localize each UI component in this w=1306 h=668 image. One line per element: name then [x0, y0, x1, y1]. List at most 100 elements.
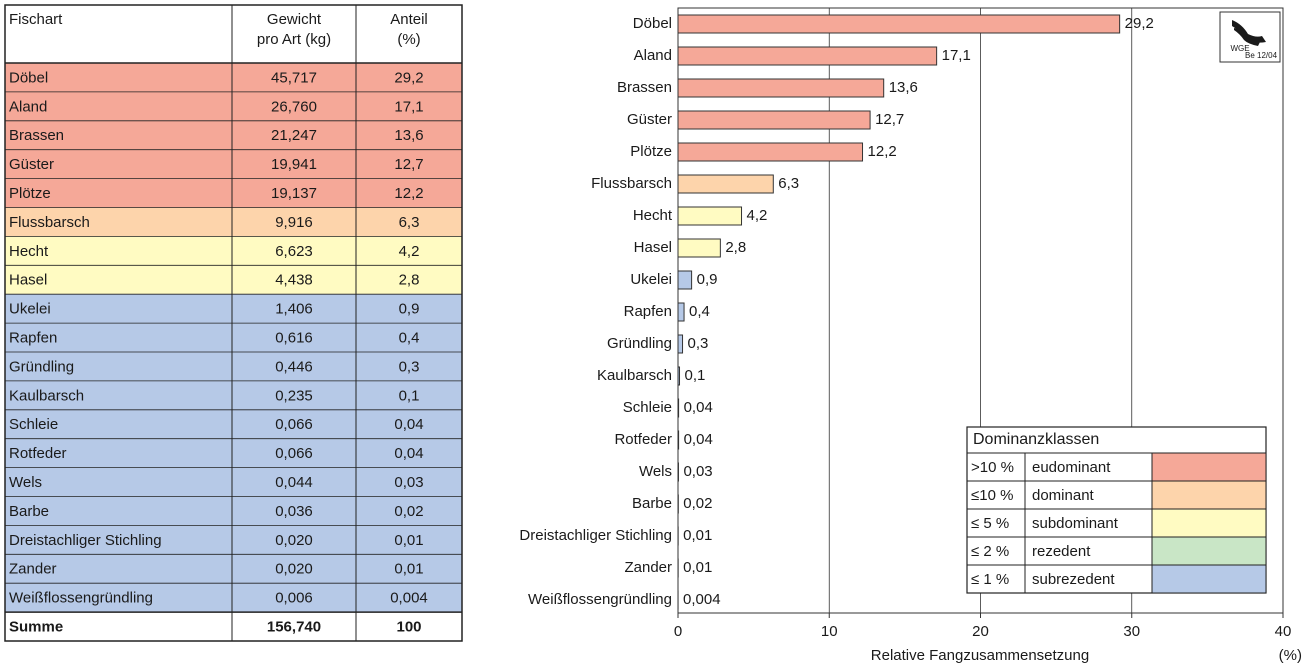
value-label: 0,3	[688, 335, 709, 352]
table-cell: 0,02	[394, 503, 423, 520]
bar	[677, 14, 1121, 34]
table-cell: Wels	[9, 474, 42, 491]
table-total: 156,740	[267, 619, 321, 636]
bar	[677, 430, 680, 450]
y-tick-label: Kaulbarsch	[597, 367, 672, 384]
table-cell: Aland	[9, 98, 47, 115]
bar	[677, 110, 871, 130]
table-header: Anteil	[390, 11, 428, 28]
table-row	[5, 467, 462, 497]
legend-name: eudominant	[1032, 459, 1111, 476]
table-total: 100	[396, 619, 421, 636]
bar	[677, 270, 693, 290]
table-row	[5, 380, 462, 410]
table-row	[5, 352, 462, 381]
value-label: 29,2	[1125, 15, 1154, 32]
bar	[677, 206, 743, 226]
table-cell: 45,717	[271, 69, 317, 86]
table-cell: 0,1	[399, 387, 420, 404]
value-label: 0,03	[683, 463, 712, 480]
value-label: 0,01	[683, 559, 712, 576]
value-label: 13,6	[889, 79, 918, 96]
logo: WGE Be 12/04	[1219, 11, 1281, 63]
value-label: 0,4	[689, 303, 710, 320]
y-tick-label: Dreistachliger Stichling	[519, 527, 672, 544]
table-cell: 0,9	[399, 301, 420, 318]
bar	[677, 366, 681, 386]
table-cell: 21,247	[271, 127, 317, 144]
table-row	[5, 63, 462, 92]
table-row	[5, 554, 462, 584]
legend-name: dominant	[1032, 487, 1095, 504]
table-cell: 0,446	[275, 358, 313, 375]
table-cell: Brassen	[9, 127, 64, 144]
x-tick-label: 30	[1123, 623, 1140, 640]
legend-range: ≤10 %	[971, 487, 1013, 504]
value-label: 0,04	[684, 399, 713, 416]
table-cell: Gründling	[9, 358, 74, 375]
table-row	[5, 409, 462, 439]
table-cell: Barbe	[9, 503, 49, 520]
table-cell: 0,01	[394, 561, 423, 578]
y-tick-label: Plötze	[630, 143, 672, 160]
table-cell: 26,760	[271, 98, 317, 115]
table-cell: Rapfen	[9, 330, 57, 347]
legend-swatch	[1151, 480, 1267, 510]
legend-range: ≤ 1 %	[971, 571, 1009, 588]
legend-swatch	[1151, 508, 1267, 538]
table-cell: 12,2	[394, 185, 423, 202]
table-cell: Güster	[9, 156, 54, 173]
table-row	[5, 583, 462, 613]
table-cell: 0,020	[275, 561, 313, 578]
table-cell: 0,01	[394, 532, 423, 549]
table-row	[5, 178, 462, 208]
legend-swatch	[1151, 536, 1267, 566]
table-cell: 6,623	[275, 243, 313, 260]
legend-range: ≤ 2 %	[971, 543, 1009, 560]
value-label: 12,7	[875, 111, 904, 128]
table-cell: 0,616	[275, 330, 313, 347]
table-cell: Flussbarsch	[9, 214, 90, 231]
table-row	[5, 496, 462, 526]
table-cell: 1,406	[275, 301, 313, 318]
bar	[677, 174, 774, 194]
value-label: 0,04	[684, 431, 713, 448]
legend-range: ≤ 5 %	[971, 515, 1009, 532]
y-tick-label: Barbe	[632, 495, 672, 512]
value-label: 6,3	[778, 175, 799, 192]
bar	[677, 78, 885, 98]
table-row	[5, 236, 462, 266]
table-row	[5, 294, 462, 324]
table-cell: 0,066	[275, 416, 313, 433]
y-tick-label: Wels	[639, 463, 672, 480]
x-axis-label: Relative Fangzusammensetzung	[871, 647, 1089, 664]
x-tick-label: 40	[1275, 623, 1292, 640]
table-cell: 0,3	[399, 358, 420, 375]
table-cell: Schleie	[9, 416, 58, 433]
value-label: 0,1	[685, 367, 706, 384]
table-header: Fischart	[9, 11, 63, 28]
table-cell: 2,8	[399, 272, 420, 289]
table-row	[5, 149, 462, 179]
y-tick-label: Döbel	[633, 15, 672, 32]
table-header: pro Art (kg)	[257, 31, 331, 48]
table-cell: 0,020	[275, 532, 313, 549]
table-cell: 9,916	[275, 214, 313, 231]
table-row	[5, 120, 462, 150]
value-label: 17,1	[942, 47, 971, 64]
legend-swatch	[1151, 452, 1267, 482]
table-row	[5, 525, 462, 555]
table-cell: 0,066	[275, 445, 313, 462]
table-cell: 0,03	[394, 474, 423, 491]
value-label: 0,02	[683, 495, 712, 512]
table-cell: Hecht	[9, 243, 49, 260]
table-cell: Dreistachliger Stichling	[9, 532, 162, 549]
table-cell: 19,941	[271, 156, 317, 173]
table-cell: 19,137	[271, 185, 317, 202]
table-cell: 12,7	[394, 156, 423, 173]
y-tick-label: Rotfeder	[614, 431, 672, 448]
table-cell: 6,3	[399, 214, 420, 231]
value-label: 2,8	[725, 239, 746, 256]
table-cell: Weißflossengründling	[9, 590, 153, 607]
